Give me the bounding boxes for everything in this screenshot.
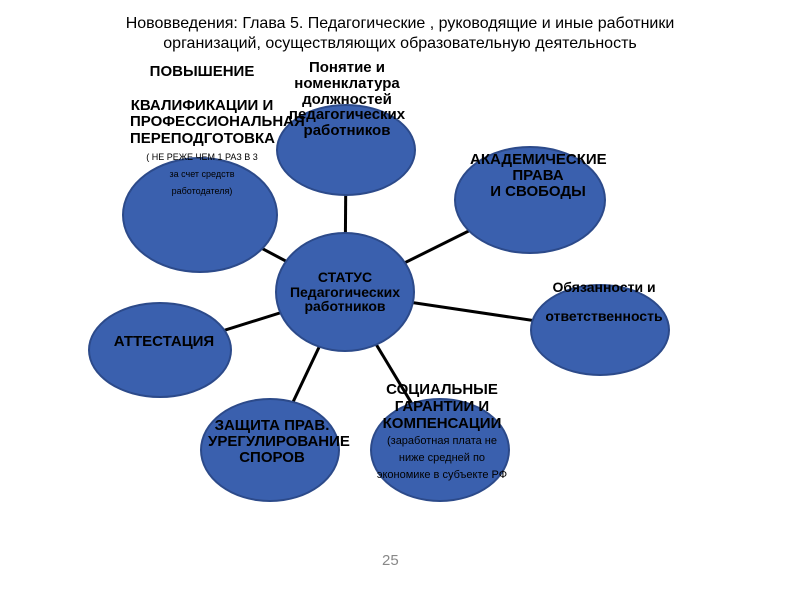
node-duties-label: Обязанности иответственность [540,280,668,324]
node-social-guarantees-label: СОЦИАЛЬНЫЕ ГАРАНТИИ И КОМПЕНСАЦИИ(зарабо… [375,382,509,483]
node-qualification-label: ПОВЫШЕНИЕКВАЛИФИКАЦИИ И ПРОФЕССИОНАЛЬНАЯ… [130,64,274,198]
diagram-title: Нововведения: Глава 5. Педагогические , … [20,14,780,54]
center-node-label: СТАТУС Педагогических работников [283,270,407,314]
diagram-canvas: { "background_color": "#ffffff", "title"… [0,0,800,600]
title-line2: организаций, осуществляющих образователь… [163,35,636,52]
node-academic-rights-label: АКАДЕМИЧЕСКИЕ ПРАВАИ СВОБОДЫ [470,152,606,199]
page-number: 25 [382,552,399,569]
node-rights-protection-label: ЗАЩИТА ПРАВ. УРЕГУЛИРОВАНИЕ СПОРОВ [208,418,336,465]
node-attestation-label: АТТЕСТАЦИЯ [108,334,220,350]
title-line1: Нововведения: Глава 5. Педагогические , … [126,15,675,32]
node-attestation [88,302,232,398]
center-node: СТАТУС Педагогических работников [275,232,415,352]
